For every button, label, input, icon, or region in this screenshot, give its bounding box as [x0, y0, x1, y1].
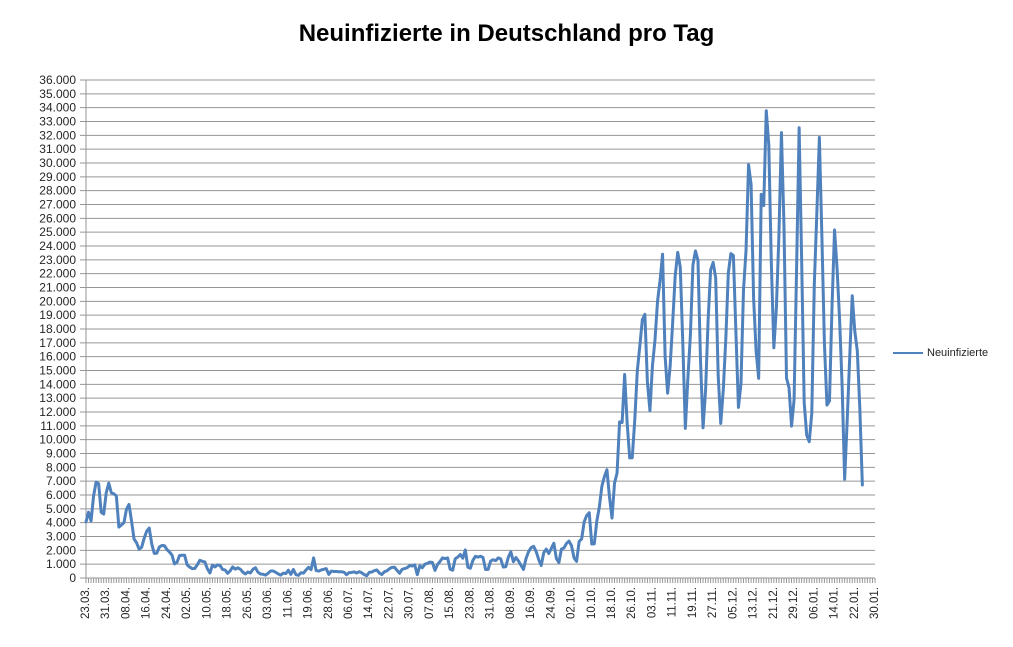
axis-lines	[85, 80, 875, 579]
y-axis-label: 30.000	[39, 156, 76, 170]
y-axis-label: 29.000	[39, 170, 76, 184]
y-axis-label: 7.000	[46, 474, 76, 488]
x-axis-label: 30.07.	[404, 587, 416, 619]
x-axis-label: 27.11.	[707, 587, 719, 618]
x-axis-label: 07.08.	[424, 587, 436, 619]
y-axis-label: 34.000	[39, 101, 76, 115]
x-axis-label: 23.08.	[464, 587, 476, 619]
x-axis-label: 24.09.	[545, 587, 557, 619]
x-axis-ticks	[85, 578, 876, 583]
x-axis-label: 11.06.	[282, 587, 294, 618]
x-axis-label: 06.01.	[808, 587, 820, 619]
y-axis-label: 22.000	[39, 267, 76, 281]
y-axis-label: 6.000	[46, 488, 76, 502]
x-axis-label: 06.07.	[343, 587, 355, 619]
y-axis-label: 28.000	[39, 184, 76, 198]
y-axis-label: 1.000	[46, 557, 76, 571]
y-axis-ticks	[80, 79, 86, 579]
y-axis-label: 20.000	[39, 294, 76, 308]
y-axis-label: 36.000	[39, 73, 76, 87]
x-axis-label: 19.06.	[303, 587, 315, 619]
y-axis-label: 14.000	[39, 377, 76, 391]
x-axis-label: 18.10.	[606, 587, 618, 619]
y-axis-label: 35.000	[39, 87, 76, 101]
x-axis-label: 18.05.	[222, 587, 234, 619]
chart-title: Neuinfizierte in Deutschland pro Tag	[298, 20, 715, 47]
y-axis-label: 9.000	[46, 447, 76, 461]
x-axis-label: 23.03.	[80, 587, 92, 619]
series-line-neuinfizierte	[84, 109, 864, 578]
x-axis-label: 21.12.	[768, 587, 780, 619]
x-axis-label: 15.08.	[444, 587, 456, 619]
x-axis-label: 30.01.	[869, 587, 881, 619]
x-axis-label: 14.07.	[363, 587, 375, 619]
y-axis-label: 4.000	[46, 516, 76, 530]
y-axis-label: 24.000	[39, 239, 76, 253]
x-axis-label: 10.10.	[586, 587, 598, 619]
y-axis-label: 32.000	[39, 128, 76, 142]
gridlines	[86, 79, 875, 579]
y-axis-label: 17.000	[39, 336, 76, 350]
x-axis-label: 08.09.	[505, 587, 517, 619]
y-axis-label: 33.000	[39, 115, 76, 129]
x-axis-label: 02.05.	[181, 587, 193, 619]
x-axis-label: 24.04.	[161, 587, 173, 619]
y-axis-label: 27.000	[39, 198, 76, 212]
y-axis-label: 13.000	[39, 391, 76, 405]
x-axis-label: 13.12.	[748, 587, 760, 619]
x-axis-label: 31.08.	[485, 587, 497, 619]
y-axis-label: 18.000	[39, 322, 76, 336]
y-axis-label: 16.000	[39, 350, 76, 364]
y-axis-label: 31.000	[39, 142, 76, 156]
x-axis-label: 10.05.	[201, 587, 213, 619]
y-axis-label: 11.000	[40, 419, 76, 433]
y-axis-label: 23.000	[39, 253, 76, 267]
x-axis-label: 28.06.	[323, 587, 335, 619]
x-axis-label: 22.01.	[849, 587, 861, 619]
y-axis-label: 3.000	[46, 530, 76, 544]
y-axis-label: 21.000	[39, 281, 76, 295]
y-axis-label: 26.000	[39, 211, 76, 225]
x-axis-label: 08.04.	[121, 587, 133, 619]
legend: Neuinfizierte	[893, 344, 988, 362]
x-axis-label: 14.01.	[829, 587, 841, 619]
x-axis-label: 03.06.	[262, 587, 274, 619]
x-axis-label: 26.10.	[626, 587, 638, 619]
x-axis-label: 31.03.	[100, 587, 112, 619]
x-axis-label: 16.04.	[141, 587, 153, 619]
y-axis-label: 0	[69, 571, 76, 585]
x-axis-label: 19.11.	[687, 587, 699, 618]
x-axis-label: 29.12.	[788, 587, 800, 619]
x-axis-label: 02.10.	[566, 587, 578, 619]
legend-series-label: Neuinfizierte	[927, 347, 989, 359]
x-axis-label: 05.12.	[727, 587, 739, 619]
y-axis-label: 2.000	[46, 543, 76, 557]
legend-line-sample	[893, 352, 923, 354]
x-axis-label: 03.11.	[647, 587, 659, 618]
x-axis-label: 22.07.	[384, 587, 396, 619]
y-axis-label: 15.000	[39, 364, 76, 378]
y-axis-label: 25.000	[39, 225, 76, 239]
x-axis-label: 11.11.	[667, 587, 679, 617]
y-axis-label: 5.000	[46, 502, 76, 516]
x-axis-label: 26.05.	[242, 587, 254, 619]
y-axis-label: 8.000	[46, 460, 76, 474]
y-axis-label: 10.000	[39, 433, 76, 447]
y-axis-label: 12.000	[39, 405, 76, 419]
y-axis-label: 19.000	[39, 308, 76, 322]
x-axis-label: 16.09.	[525, 587, 537, 619]
